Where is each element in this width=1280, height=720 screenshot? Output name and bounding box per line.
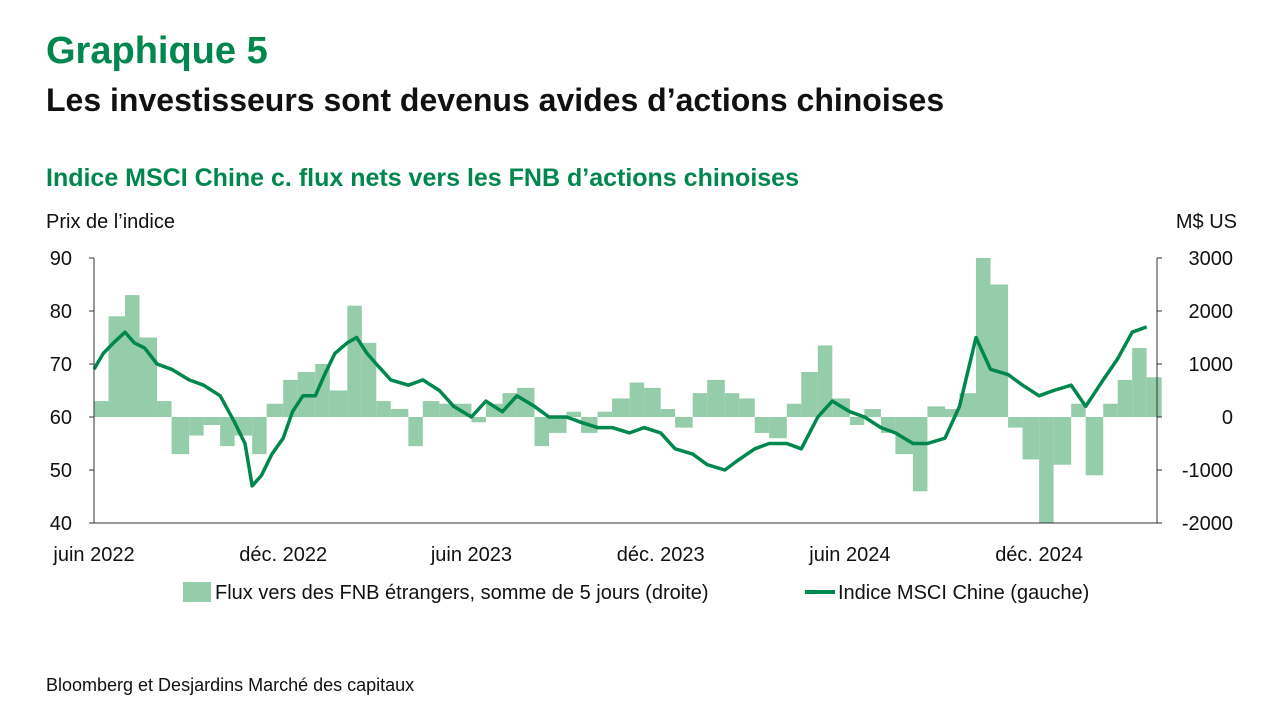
flow-bar <box>139 337 158 417</box>
source-note: Bloomberg et Desjardins Marché des capit… <box>46 675 415 695</box>
left-tick-label: 80 <box>50 301 72 323</box>
flow-bar <box>660 409 676 417</box>
flow-bar <box>1117 379 1133 417</box>
flow-bar <box>976 258 991 417</box>
flow-bar <box>1085 417 1104 476</box>
legend: Flux vers des FNB étrangers, somme de 5 … <box>183 582 1089 604</box>
right-tick-label: -1000 <box>1182 460 1233 482</box>
right-tick-label: 1000 <box>1189 354 1234 376</box>
x-tick-label: juin 2022 <box>52 544 134 566</box>
flow-bar <box>566 411 582 417</box>
flow-bar <box>692 393 708 417</box>
flow-bar <box>266 403 284 417</box>
flow-bar <box>1103 403 1118 417</box>
flow-bar <box>1146 377 1162 417</box>
legend-bars-label: Flux vers des FNB étrangers, somme de 5 … <box>215 582 709 604</box>
flow-bar <box>612 398 630 417</box>
flow-bar <box>675 417 693 428</box>
flow-bar <box>390 409 409 417</box>
left-tick-label: 70 <box>50 354 72 376</box>
flow-bar <box>315 364 330 417</box>
right-tick-label: -2000 <box>1182 513 1233 535</box>
flow-bar <box>125 295 140 417</box>
flow-bar <box>220 417 235 447</box>
flow-bar <box>471 417 486 423</box>
flow-bar <box>439 403 454 417</box>
flow-bar <box>108 316 126 417</box>
x-tick-label: déc. 2023 <box>617 544 705 566</box>
right-tick-label: 3000 <box>1189 248 1234 270</box>
x-tick-label: juin 2023 <box>430 544 512 566</box>
flow-bar <box>990 284 1009 417</box>
flow-bar <box>376 401 391 417</box>
flow-bar <box>724 393 740 417</box>
flow-bar <box>644 387 661 417</box>
flow-bar <box>895 417 913 455</box>
flow-bar <box>347 305 362 417</box>
flow-bar <box>157 401 172 417</box>
flow-bar <box>707 379 725 417</box>
flow-bar <box>801 371 818 417</box>
index-line-group <box>92 325 1148 488</box>
flow-bar <box>864 409 881 417</box>
flow-bar <box>534 417 549 447</box>
flow-bar <box>912 417 928 492</box>
left-axis-title: Prix de l’indice <box>46 211 175 233</box>
flow-bar <box>754 417 770 433</box>
flow-bar <box>283 379 298 417</box>
flow-bar <box>597 411 613 417</box>
flow-bar <box>945 409 960 417</box>
flow-bar <box>786 403 802 417</box>
flow-bar <box>927 406 946 417</box>
flow-bar <box>1132 348 1147 417</box>
left-tick-label: 50 <box>50 460 72 482</box>
flow-bar <box>769 417 787 439</box>
chart-title: Les investisseurs sont devenus avides d’… <box>46 82 945 118</box>
flow-bar <box>171 417 190 455</box>
legend-line-label: Indice MSCI Chine (gauche) <box>838 582 1089 604</box>
right-tick-label: 2000 <box>1189 301 1234 323</box>
right-tick-label: 0 <box>1222 407 1233 429</box>
flow-bar <box>94 401 109 417</box>
flow-bar <box>1071 403 1086 417</box>
flow-bar <box>817 345 833 417</box>
flow-bar <box>408 417 423 447</box>
legend-bars-swatch <box>183 582 211 602</box>
flow-bar <box>959 393 977 417</box>
left-tick-label: 40 <box>50 513 72 535</box>
flow-bar <box>189 417 204 436</box>
flow-bar <box>203 417 221 425</box>
flow-bar <box>1053 417 1072 465</box>
flow-bar <box>1039 417 1054 523</box>
left-tick-label: 90 <box>50 248 72 270</box>
x-tick-label: déc. 2022 <box>239 544 327 566</box>
axes-group: 90 80 70 60 50 40 3000 2000 1000 0 -1000 -2000 juin … <box>50 248 1233 566</box>
right-axis-title: M$ US <box>1176 211 1237 233</box>
flow-bar <box>252 417 267 455</box>
chart-subtitle: Indice MSCI Chine c. flux nets vers les … <box>46 164 799 192</box>
x-tick-label: juin 2024 <box>808 544 890 566</box>
flow-bar <box>1008 417 1023 428</box>
flow-bar <box>329 390 348 417</box>
flow-bar <box>629 382 645 417</box>
x-tick-label: déc. 2024 <box>995 544 1083 566</box>
chart-area: Prix de l’indice M$ US 90 80 70 60 50 40 3000 2… <box>46 211 1237 604</box>
flow-bar <box>739 398 755 417</box>
index-line <box>92 325 1148 488</box>
flow-bar <box>422 401 440 417</box>
chart-label: Graphique 5 <box>46 30 268 72</box>
flow-bar <box>548 417 567 433</box>
left-tick-label: 60 <box>50 407 72 429</box>
flow-bar <box>849 417 865 425</box>
flow-bar <box>1022 417 1040 460</box>
